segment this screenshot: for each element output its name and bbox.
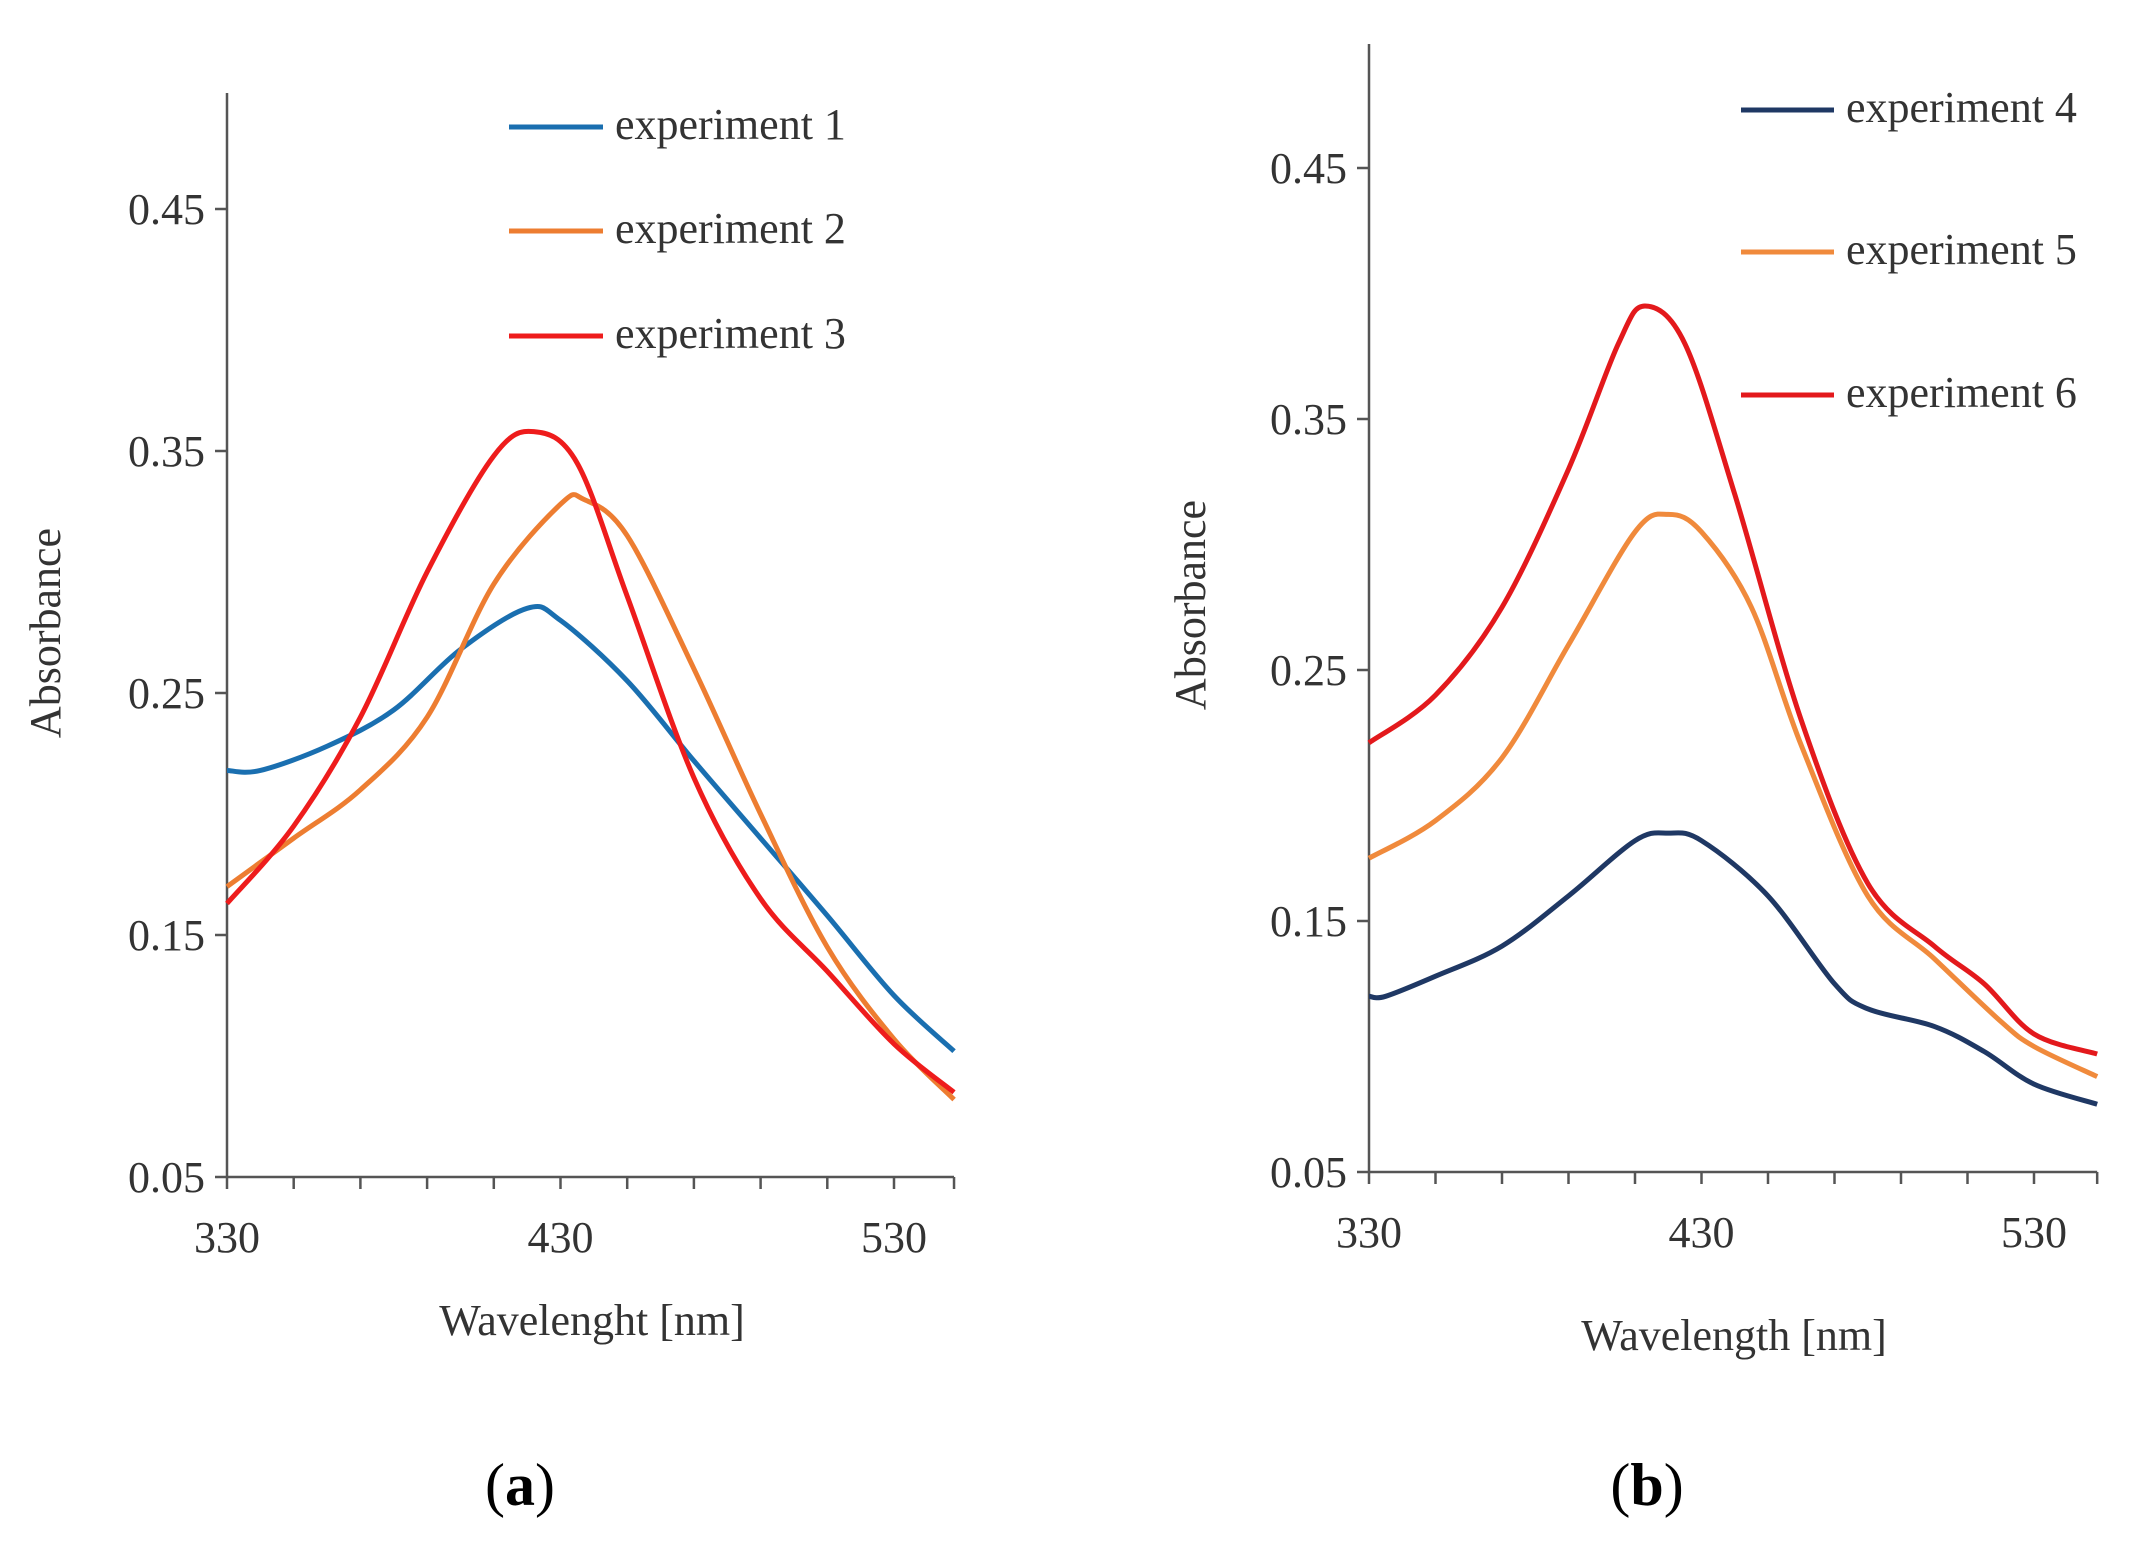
series-line-experiment-4 [1368, 830, 2098, 1107]
legend-label: experiment 6 [1846, 368, 2077, 417]
legend-label: experiment 1 [615, 100, 846, 149]
legend-label: experiment 4 [1846, 83, 2077, 132]
x-tick-label: 430 [1669, 1208, 1735, 1257]
y-tick-label: 0.15 [128, 911, 205, 960]
x-axis-title: Wavelength [nm] [1581, 1311, 1887, 1360]
series-line-experiment-1 [226, 603, 956, 1053]
x-tick-label: 330 [1336, 1208, 1402, 1257]
panel-letter: b [1630, 1452, 1663, 1518]
legend-label: experiment 3 [615, 309, 846, 358]
panel-label: (b) [1610, 1452, 1683, 1518]
y-tick-label: 0.45 [1270, 144, 1347, 193]
series-line-experiment-2 [225, 492, 956, 1102]
y-axis-title: Absorbance [1166, 500, 1215, 710]
x-tick-label: 530 [2001, 1208, 2067, 1257]
panel-letter: a [505, 1452, 535, 1518]
y-tick-label: 0.15 [1270, 897, 1347, 946]
x-tick-label: 330 [194, 1213, 260, 1262]
y-tick-label: 0.25 [1270, 646, 1347, 695]
chart-panel-b: 0.05 0.15 0.25 0.35 0.45 330 430 530 Absorbance W… [1166, 44, 2099, 1518]
y-tick-label: 0.35 [128, 427, 205, 476]
series-line-experiment-5 [1367, 511, 2099, 1079]
series-line-experiment-3 [225, 428, 956, 1095]
legend-label: experiment 2 [615, 204, 846, 253]
y-tick-label: 0.05 [128, 1153, 205, 1202]
y-tick-label: 0.05 [1270, 1148, 1347, 1197]
series-line-experiment-6 [1367, 303, 2098, 1057]
y-tick-label: 0.25 [128, 669, 205, 718]
y-tick-label: 0.35 [1270, 395, 1347, 444]
chart-panel-a: 0.05 0.15 0.25 0.35 0.45 330 430 530 Absorbance W… [21, 93, 956, 1518]
y-tick-label: 0.45 [128, 185, 205, 234]
x-tick-label: 530 [861, 1213, 927, 1262]
x-axis-title: Wavelenght [nm] [439, 1296, 745, 1345]
legend-label: experiment 5 [1846, 225, 2077, 274]
panel-label: (a) [485, 1452, 555, 1518]
x-tick-label: 430 [528, 1213, 594, 1262]
y-axis-title: Absorbance [21, 528, 70, 738]
